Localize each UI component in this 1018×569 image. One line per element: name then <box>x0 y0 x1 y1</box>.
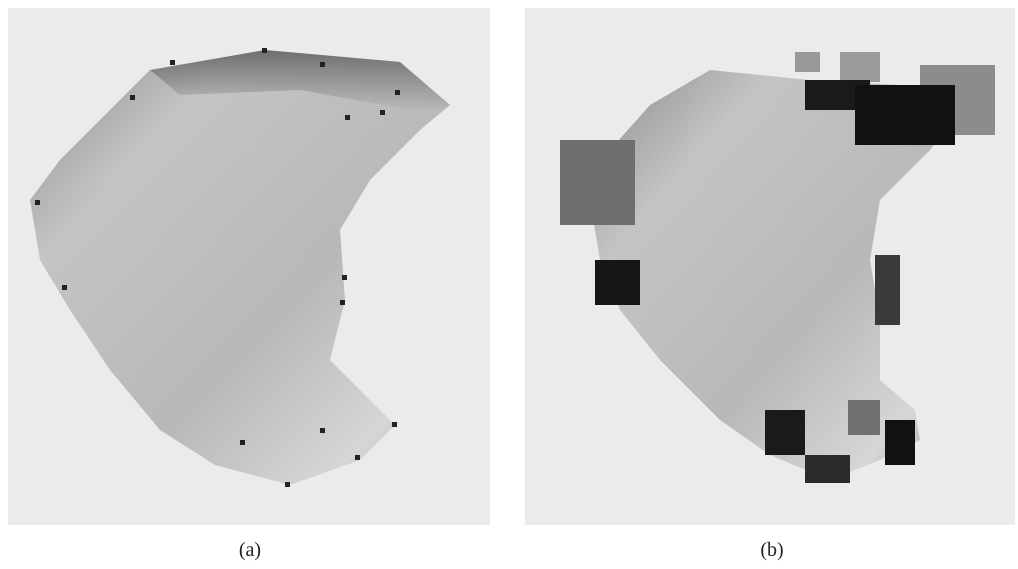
surface-a <box>30 50 450 485</box>
panel-label: (b) <box>760 539 783 561</box>
region-blocks-b <box>560 52 995 483</box>
surface-a-rim <box>150 50 450 112</box>
surface-b <box>590 70 960 480</box>
boundary-points-a <box>35 48 400 487</box>
panel-label: (a) <box>239 539 261 561</box>
